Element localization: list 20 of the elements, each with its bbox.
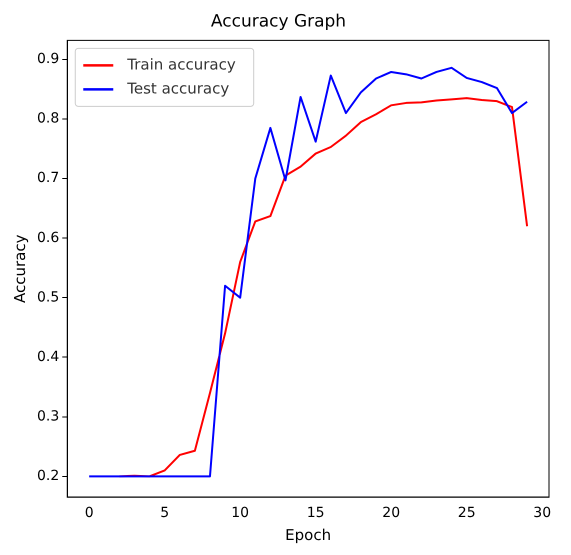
x-axis-title: Epoch [285, 526, 332, 544]
legend-label: Train accuracy [126, 55, 236, 74]
y-tick-label: 0.6 [37, 230, 60, 246]
y-tick-label: 0.4 [37, 348, 60, 365]
legend-label: Test accuracy [126, 79, 230, 98]
y-tick-label: 0.9 [37, 51, 60, 68]
y-axis-title: Accuracy [10, 234, 29, 304]
x-tick-label: 0 [84, 505, 94, 522]
y-tick-label: 0.8 [37, 110, 60, 127]
y-tick-label: 0.7 [37, 170, 60, 186]
x-tick-label: 30 [533, 505, 552, 522]
y-tick-label: 0.2 [37, 468, 60, 484]
x-tick-label: 5 [160, 505, 170, 522]
x-tick-label: 20 [382, 505, 400, 522]
x-tick-label: 10 [231, 505, 250, 522]
chart-title: Accuracy Graph [210, 12, 346, 32]
y-tick-label: 0.3 [37, 408, 60, 424]
x-tick-label: 25 [458, 505, 476, 522]
y-tick-label: 0.5 [37, 289, 60, 306]
x-tick-label: 15 [306, 505, 325, 522]
